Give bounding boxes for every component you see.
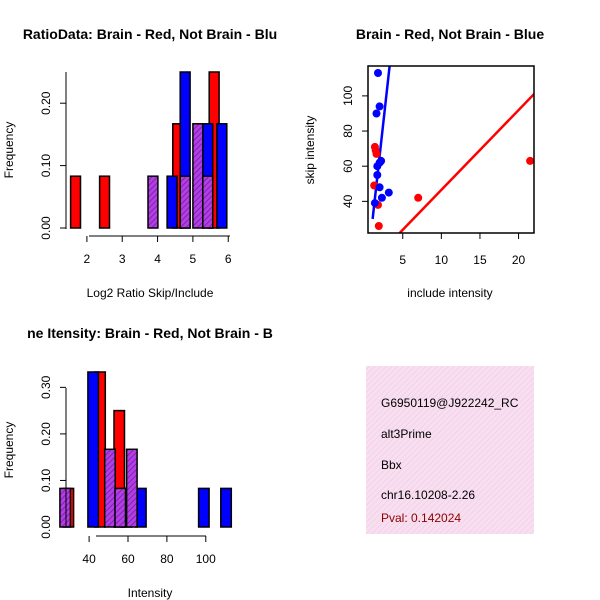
scatter-y-tick-label: 80 (341, 124, 355, 138)
scatter-point-not-brain-5 (375, 158, 384, 167)
info-panel: G6950119@J922242_RC alt3Prime Bbx chr16.… (366, 366, 534, 534)
ratio-histogram: RatioData: Brain - Red, Not Brain - Blu … (2, 26, 277, 300)
intensity-bar-overlap-3 (125, 448, 138, 528)
ratio-x-tick-label: 2 (84, 252, 91, 266)
intensity-bar-not-brain-3 (220, 487, 233, 528)
ratio-x-label: Log2 Ratio Skip/Include (87, 286, 214, 300)
intensity-bar-not-brain-2 (197, 487, 210, 528)
scatter-frame (367, 65, 535, 234)
scatter-fit-line-brain (398, 93, 534, 233)
scatter-y-tick-label: 100 (341, 86, 355, 106)
ratio-y-tick-label: 0.00 (39, 216, 53, 240)
intensity-bar-not-brain-0 (87, 371, 100, 528)
ratio-y-label: Frequency (2, 122, 16, 179)
scatter-x-label: include intensity (407, 286, 492, 300)
scatter-y-label: skip intensity (303, 116, 317, 185)
info-gene: Bbx (381, 458, 402, 472)
scatter-point-not-brain-1 (375, 102, 384, 111)
intensity-y-tick-label: 0.30 (39, 375, 53, 399)
ratio-bar-brain-1 (98, 175, 111, 229)
ratio-y-tick-label: 0.20 (39, 91, 53, 115)
ratio-x-tick-label: 5 (190, 252, 197, 266)
intensity-bar-overlap-1 (103, 448, 116, 528)
ratio-y-ticks: 0.00 0.10 0.20 (39, 91, 66, 240)
scatter-y-tick-label: 40 (341, 194, 355, 208)
ratio-x-tick-label: 4 (154, 252, 161, 266)
scatter-point-not-brain-9 (384, 188, 393, 197)
scatter-point-not-brain-10 (370, 199, 379, 208)
scatter-point-brain-6 (414, 193, 423, 202)
intensity-y-tick-label: 0.00 (39, 515, 53, 539)
intensity-x-label: Intensity (128, 586, 173, 600)
scatter-x-ticks: 5 10 15 20 (399, 233, 526, 267)
intensity-bars (59, 371, 233, 528)
ratio-bar-brain-0 (69, 175, 82, 229)
scatter-point-not-brain-2 (372, 109, 381, 118)
intensity-x-tick-label: 40 (82, 552, 96, 566)
scatter-fit-lines (371, 66, 534, 233)
ratio-bar-overlap-0 (147, 175, 159, 229)
ratio-y-tick-label: 0.10 (39, 154, 53, 178)
ratio-bar-overlap-2 (192, 123, 204, 229)
scatter-point-not-brain-0 (374, 69, 382, 77)
scatter-x-tick-label: 5 (399, 253, 406, 267)
intensity-x-ticks: 40 60 80 100 (82, 536, 216, 566)
info-pval: Pval: 0.142024 (381, 511, 461, 525)
intensity-title: ne Itensity: Brain - Red, Not Brain - B (27, 325, 273, 341)
ratio-x-tick-label: 6 (225, 252, 232, 266)
scatter-point-not-brain-7 (375, 183, 384, 192)
scatter-x-tick-label: 10 (435, 253, 449, 267)
scatter-y-tick-label: 60 (341, 159, 355, 173)
intensity-scatter: Brain - Red, Not Brain - Blue 5 10 15 20 40… (303, 26, 544, 300)
intensity-bar-overlap-0 (59, 487, 72, 528)
intensity-x-tick-label: 80 (160, 552, 174, 566)
intensity-x-tick-label: 60 (121, 552, 135, 566)
ratio-bars (69, 71, 228, 229)
intensity-y-tick-label: 0.10 (39, 468, 53, 492)
info-id: G6950119@J922242_RC (381, 396, 519, 410)
scatter-point-not-brain-8 (377, 193, 386, 202)
intensity-y-tick-label: 0.20 (39, 422, 53, 446)
intensity-bar-overlap-2 (114, 487, 127, 528)
scatter-fit-line-not-brain (371, 66, 391, 220)
scatter-x-tick-label: 15 (473, 253, 487, 267)
ratio-bar-overlap-3 (202, 175, 214, 229)
scatter-x-tick-label: 20 (512, 253, 526, 267)
scatter-title: Brain - Red, Not Brain - Blue (356, 26, 544, 42)
scatter-point-not-brain-6 (373, 171, 382, 179)
intensity-y-label: Frequency (2, 422, 16, 479)
intensity-x-tick-label: 100 (196, 552, 216, 566)
info-location: chr16.10208-2.26 (381, 488, 475, 502)
scatter-point-brain-2 (372, 149, 381, 158)
info-event-type: alt3Prime (381, 427, 432, 441)
ratio-title: RatioData: Brain - Red, Not Brain - Blu (23, 26, 277, 42)
ratio-bar-overlap-1 (179, 175, 191, 229)
ratio-x-ticks: 2 3 4 5 6 (84, 236, 232, 266)
scatter-point-brain-5 (374, 222, 383, 230)
info-background (366, 366, 534, 534)
ratio-bar-not-brain-3 (216, 123, 228, 229)
ratio-x-tick-label: 3 (119, 252, 126, 266)
intensity-histogram: ne Itensity: Brain - Red, Not Brain - B … (2, 325, 273, 600)
scatter-y-ticks: 40 60 80 100 (341, 86, 368, 208)
intensity-y-ticks: 0.00 0.10 0.20 0.30 (39, 375, 66, 539)
scatter-point-brain-7 (526, 156, 534, 165)
scatter-points (370, 69, 534, 230)
ratio-bar-not-brain-0 (166, 175, 178, 229)
